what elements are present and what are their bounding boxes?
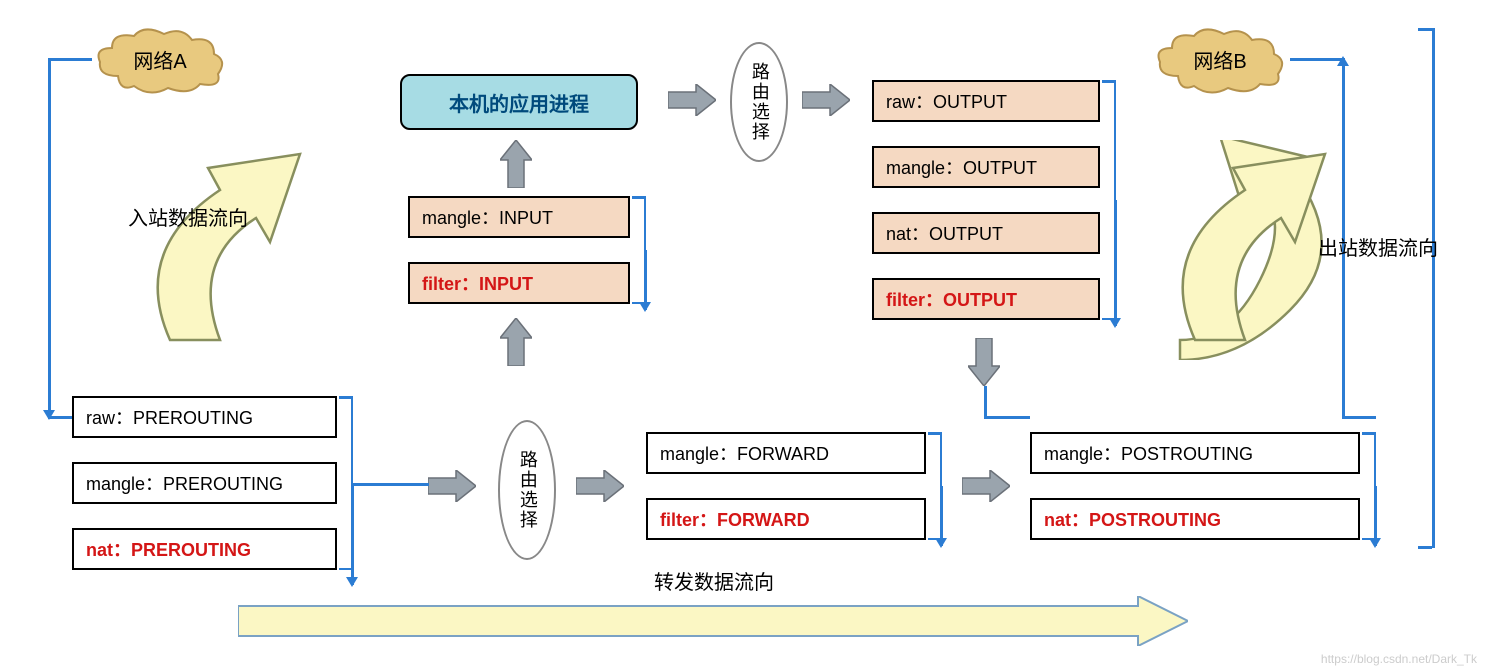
arrow-filter-to-input [500,318,532,366]
curve-arrow-in [130,140,350,360]
connector-input [644,250,647,310]
line-a-h [48,58,92,61]
output-box-2: nat：OUTPUT [872,212,1100,254]
connector-prerouting [351,483,354,585]
arrow-output-down [968,338,1000,386]
label-in: 入站数据流向 [128,202,248,231]
arrow-pre-to-route [428,470,476,502]
line-post-to-b [1342,416,1376,419]
prerouting-box-1: mangle：PREROUTING [72,462,337,504]
app-process-box: 本机的应用进程 [400,74,638,130]
output-box-3: filter：OUTPUT [872,278,1100,320]
line-out-to-post [984,416,1030,419]
arrow-app-to-route [668,84,716,116]
connector-postrouting [1374,486,1377,546]
edge-right-b [1418,546,1432,549]
cloud-network-b: 网络B [1150,26,1290,96]
cloud-a-label: 网络A [133,50,187,73]
input-box-1: filter：INPUT [408,262,630,304]
arrow-fwd-to-post [962,470,1010,502]
line-out-v [984,386,987,418]
output-box-1: mangle：OUTPUT [872,146,1100,188]
routing-oval-top: 路由选择 [730,42,788,162]
forward-box-0: mangle：FORWARD [646,432,926,474]
line-pre-h [353,483,429,486]
big-forward-arrow [238,596,1188,646]
arrow-input-up [500,140,532,188]
arrow-route-to-fwd [576,470,624,502]
prerouting-box-0: raw：PREROUTING [72,396,337,438]
output-box-0: raw：OUTPUT [872,80,1100,122]
cloud-network-a: 网络A [90,26,230,96]
connector-forward [940,486,943,546]
routing-oval-bottom: 路由选择 [498,420,556,560]
postrouting-box-0: mangle：POSTROUTING [1030,432,1360,474]
line-b-h [1290,58,1344,61]
edge-right-t [1418,28,1432,31]
arrow-route-to-output [802,84,850,116]
label-forward: 转发数据流向 [654,566,774,595]
postrouting-box-1: nat：POSTROUTING [1030,498,1360,540]
edge-right-v [1432,28,1435,548]
forward-box-1: filter：FORWARD [646,498,926,540]
watermark: https://blog.csdn.net/Dark_Tk [1321,652,1477,666]
input-box-0: mangle：INPUT [408,196,630,238]
connector-output [1114,200,1117,326]
line-a-down [48,58,51,418]
cloud-b-label: 网络B [1193,50,1246,73]
line-a-to-pre [48,416,72,419]
prerouting-box-2: nat：PREROUTING [72,528,337,570]
label-out: 出站数据流向 [1318,232,1438,261]
